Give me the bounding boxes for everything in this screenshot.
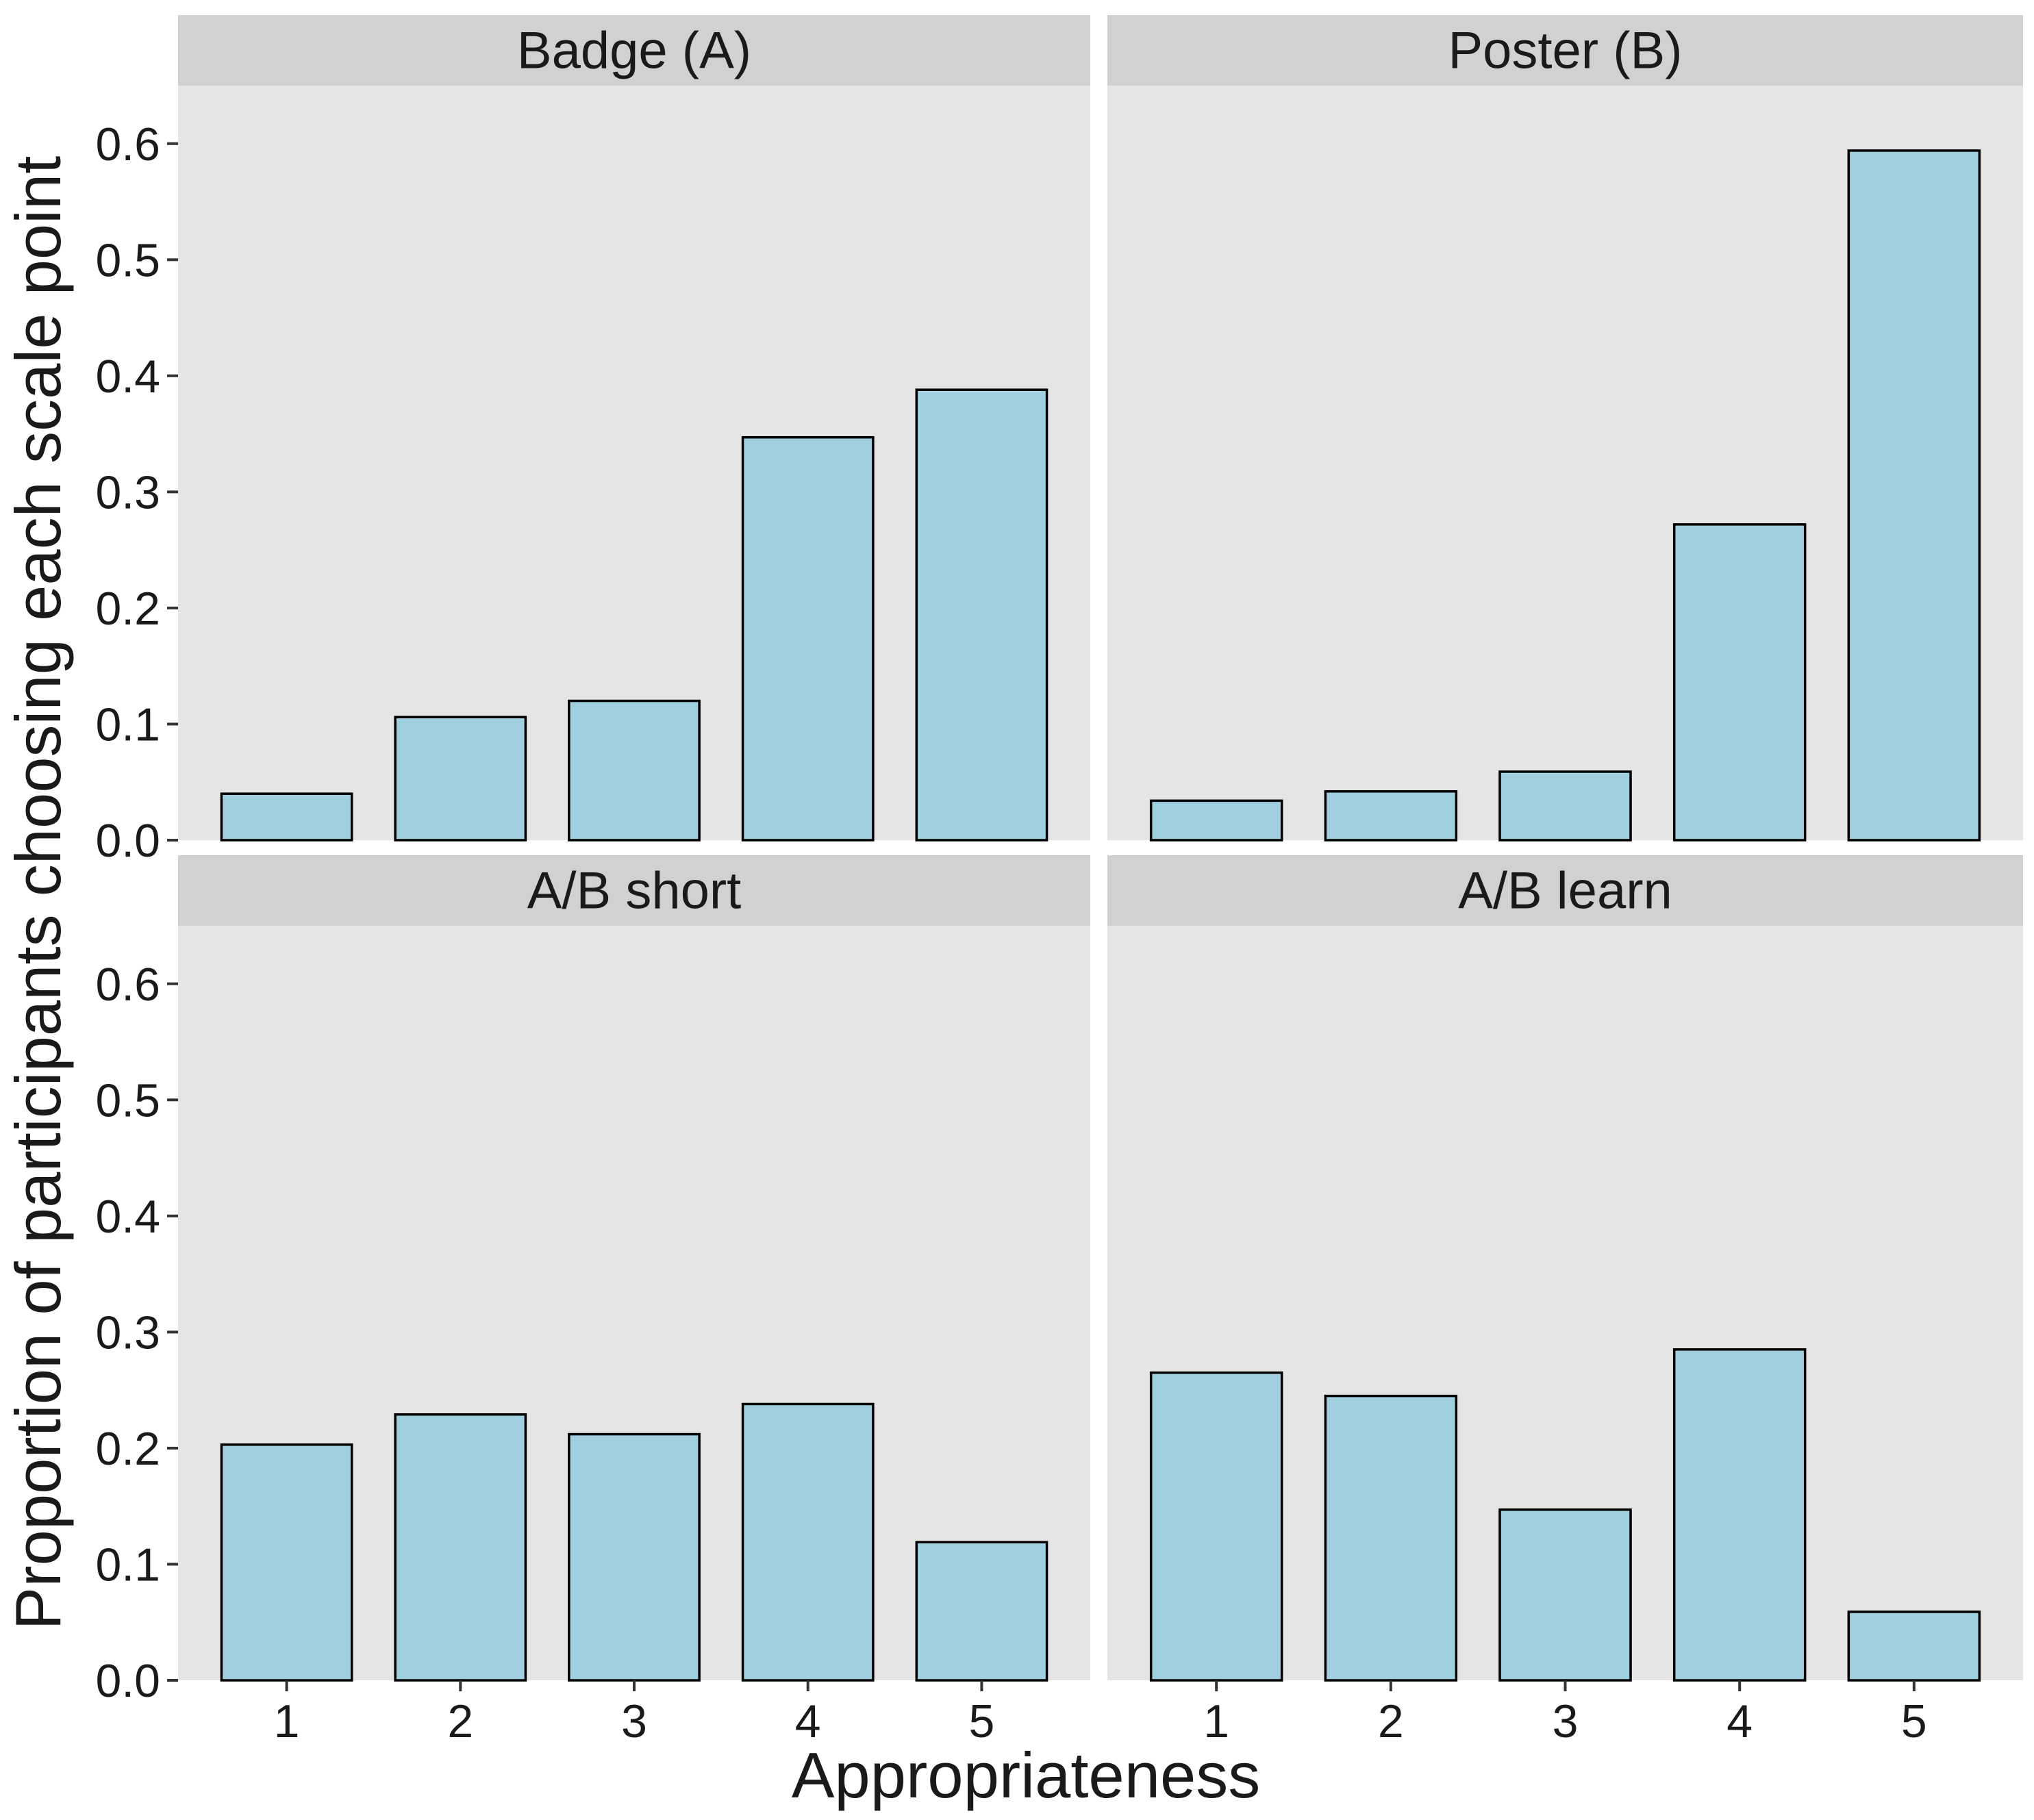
facet-title: A/B short [527, 862, 742, 920]
y-tick-label: 0.1 [95, 1539, 160, 1591]
y-tick-label: 0.3 [95, 1306, 160, 1358]
y-tick-label: 0.6 [95, 959, 160, 1011]
facet-panels: Badge (A) Poster (B) A/B short A/B learn [178, 15, 2023, 1682]
facet-title: Badge (A) [517, 22, 751, 80]
bar [1324, 1394, 1458, 1682]
facet-strip [1107, 855, 2023, 926]
bar [220, 792, 353, 842]
x-tick-label: 1 [274, 1695, 300, 1747]
facet-strip [178, 15, 1090, 86]
bar [220, 1443, 353, 1682]
bar [915, 388, 1049, 842]
facet-panel: A/B learn [1107, 855, 2023, 1682]
y-tick-label: 0.5 [95, 234, 160, 286]
facet-title: A/B learn [1458, 862, 1672, 920]
bar [1672, 1348, 1807, 1682]
x-tick-label: 1 [1203, 1695, 1229, 1747]
bar [1672, 523, 1807, 842]
y-axes: 0.0 0.1 0.2 0.3 0.4 0.5 0.6 0.0 0.1 0.2 0.3 0.4 0.5 0… [95, 118, 178, 1707]
facet-panel: Poster (B) [1107, 15, 2023, 842]
x-tick-label: 4 [1727, 1695, 1753, 1747]
bar [1324, 790, 1458, 842]
x-tick-label: 4 [795, 1695, 821, 1747]
facet-title: Poster (B) [1448, 22, 1682, 80]
x-axis-title: Appropriateness [792, 1739, 1261, 1811]
x-tick-label: 5 [1901, 1695, 1927, 1747]
bar [915, 1541, 1049, 1682]
bar [568, 699, 701, 842]
facet-panel: Badge (A) [178, 15, 1090, 842]
facet-strip [178, 855, 1090, 926]
facet-strip [1107, 15, 2023, 86]
y-tick-label: 0.6 [95, 118, 160, 170]
bar [1149, 799, 1283, 842]
bar [1847, 149, 1981, 842]
bar [394, 1413, 527, 1682]
x-tick-label: 3 [1553, 1695, 1579, 1747]
x-axes: 1 2 3 4 5 1 2 3 4 5 [274, 1680, 1927, 1747]
y-tick-label: 0.2 [95, 583, 160, 635]
y-axis-title: Proportion of participants choosing each… [2, 156, 74, 1630]
x-tick-label: 2 [1378, 1695, 1404, 1747]
x-tick-label: 2 [447, 1695, 473, 1747]
x-tick-label: 3 [621, 1695, 647, 1747]
y-tick-label: 0.0 [95, 815, 160, 867]
y-tick-label: 0.2 [95, 1423, 160, 1475]
bar [568, 1432, 701, 1682]
bar [1498, 770, 1632, 842]
bar [1149, 1371, 1283, 1682]
bar [741, 435, 875, 842]
y-tick-label: 0.5 [95, 1074, 160, 1126]
y-tick-label: 0.0 [95, 1655, 160, 1707]
bar [1498, 1508, 1632, 1682]
y-tick-label: 0.4 [95, 1191, 160, 1243]
bar [1847, 1610, 1981, 1682]
y-tick-label: 0.4 [95, 351, 160, 403]
facet-panel: A/B short [178, 855, 1090, 1682]
y-tick-label: 0.3 [95, 466, 160, 518]
y-tick-label: 0.1 [95, 698, 160, 750]
bar [741, 1402, 875, 1682]
bar [394, 716, 527, 842]
x-tick-label: 5 [969, 1695, 995, 1747]
